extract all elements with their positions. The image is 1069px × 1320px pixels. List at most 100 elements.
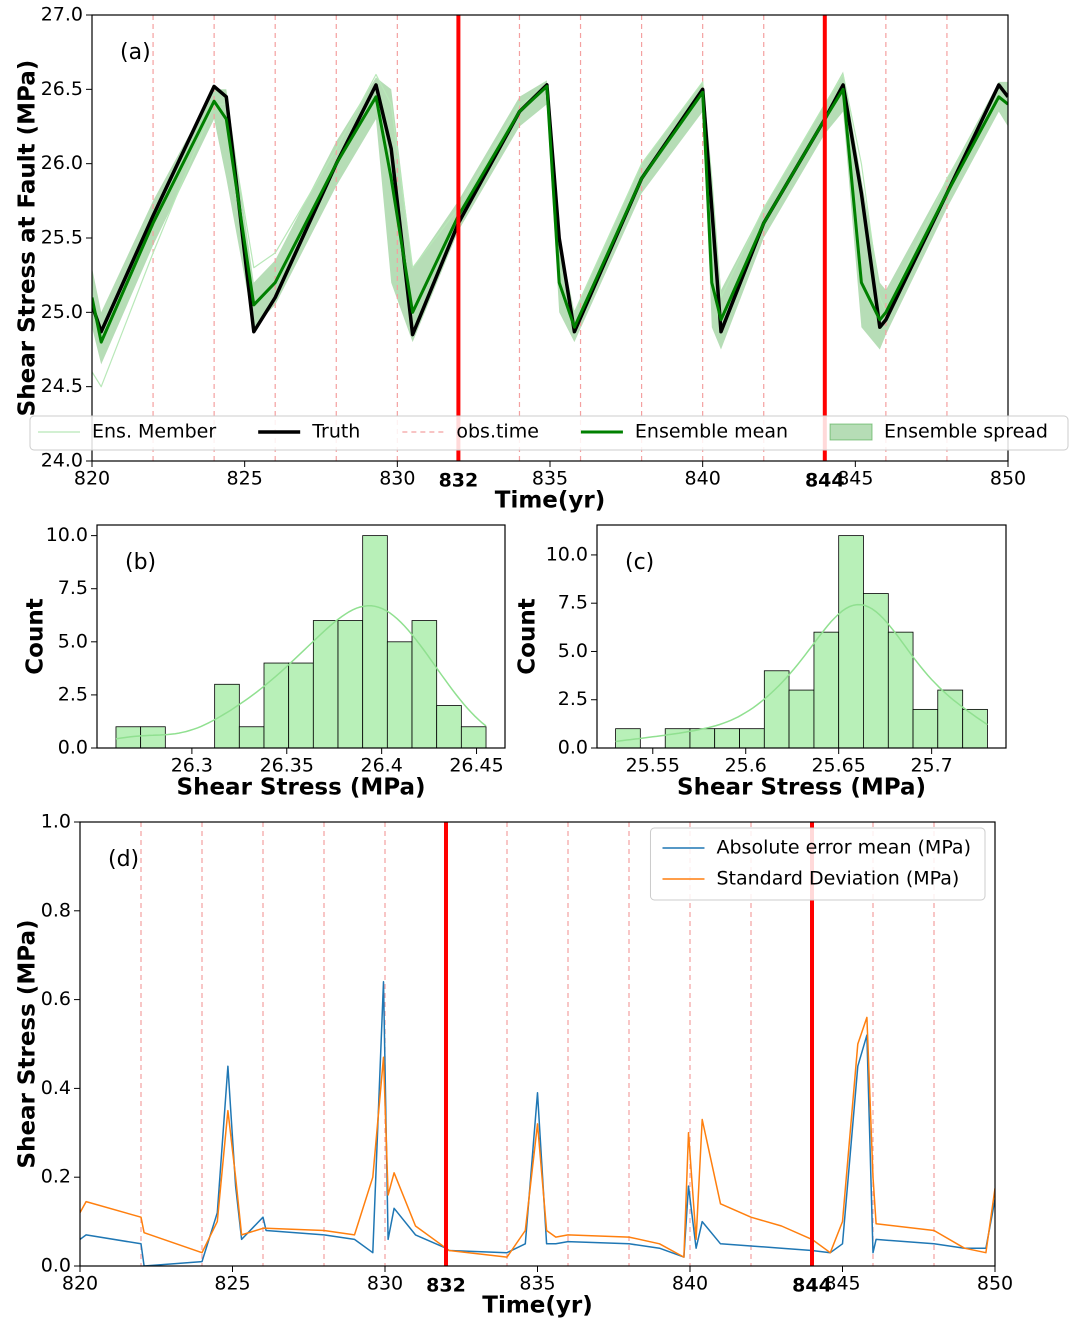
x-axis-label: Shear Stress (MPa): [177, 775, 426, 801]
panel-label: (c): [625, 550, 654, 575]
x-tick-label: 26.35: [260, 755, 314, 777]
x-tick-label: 830: [367, 1273, 403, 1295]
bar: [937, 689, 964, 748]
y-tick-label: 10.0: [546, 543, 588, 565]
bar: [140, 726, 166, 748]
series-line: [92, 83, 1008, 337]
bar: [238, 726, 265, 748]
y-tick-label: 0.0: [558, 737, 588, 759]
bar: [962, 708, 988, 748]
y-tick-label: 0.0: [58, 737, 88, 759]
assim-tick-label: 832: [439, 470, 479, 492]
y-tick-label: 27.0: [41, 4, 83, 26]
legend-box: [29, 415, 1069, 451]
bar: [337, 620, 364, 748]
y-tick-label: 5.0: [558, 640, 588, 662]
bar: [689, 728, 716, 748]
x-tick-label: 25.65: [811, 755, 865, 777]
y-tick-label: 2.5: [558, 688, 588, 710]
legend: Absolute error mean (MPa) Standard Deviat…: [649, 827, 986, 901]
x-tick-label: 825: [214, 1273, 250, 1295]
x-axis-label: Time(yr): [482, 1293, 593, 1319]
x-tick-label: 835: [532, 468, 568, 490]
x-tick-label: 850: [990, 468, 1026, 490]
y-tick-label: 1.0: [41, 811, 71, 833]
y-tick-label: 2.5: [58, 683, 88, 705]
x-tick-label: 820: [62, 1273, 98, 1295]
legend-label: Absolute error mean (MPa): [716, 837, 971, 859]
axes-frame: [96, 524, 506, 749]
y-tick-label: 26.0: [41, 152, 83, 174]
bar: [386, 641, 413, 748]
bar: [288, 662, 314, 748]
legend-label: Standard Deviation (MPa): [716, 868, 959, 890]
series-line: [92, 84, 1008, 344]
y-axis-label: Shear Stress (MPa): [15, 920, 41, 1169]
y-tick-label: 0.4: [41, 1077, 71, 1099]
bar: [714, 728, 740, 748]
x-tick-label: 25.55: [626, 755, 680, 777]
x-tick-label: 26.3: [171, 755, 213, 777]
legend-label: Ensemble mean: [635, 421, 788, 443]
bar: [813, 631, 840, 748]
y-tick-label: 0.0: [41, 1255, 71, 1277]
y-axis-label: Count: [23, 598, 49, 674]
y-tick-label: 25.0: [41, 301, 83, 323]
bar: [460, 726, 487, 748]
bar: [863, 593, 889, 748]
plot-area: [115, 535, 487, 748]
y-tick-label: 0.2: [41, 1166, 71, 1188]
x-tick-label: 840: [685, 468, 721, 490]
panel-label: (a): [120, 40, 151, 65]
bar: [788, 689, 815, 748]
assim-tick-label: 844: [805, 470, 845, 492]
x-tick-label: 850: [977, 1273, 1013, 1295]
x-tick-label: 845: [837, 468, 873, 490]
legend-box: [649, 827, 986, 901]
x-tick-label: 840: [672, 1273, 708, 1295]
legend-swatch: [829, 423, 873, 441]
x-tick-label: 26.45: [449, 755, 503, 777]
panel-label: (d): [108, 847, 139, 872]
x-tick-label: 825: [227, 468, 263, 490]
bar: [838, 535, 864, 748]
series-line: [80, 1016, 995, 1258]
bar: [912, 708, 939, 748]
y-tick-label: 10.0: [46, 524, 88, 546]
axes-frame: [596, 524, 1007, 749]
legend-label: obs.time: [456, 421, 539, 443]
x-tick-label: 25.6: [725, 755, 767, 777]
x-tick-label: 835: [519, 1273, 555, 1295]
legend-label: Ens. Member: [92, 421, 216, 443]
kde-curve: [115, 605, 487, 740]
plot-area: [615, 535, 988, 748]
assim-tick-label: 832: [426, 1275, 466, 1297]
panel-label: (b): [125, 550, 156, 575]
bar: [411, 620, 438, 748]
kde-curve: [615, 603, 988, 743]
y-tick-label: 24.5: [41, 375, 83, 397]
legend: Ens. Member Truth obs.time Ensemble mean Ens…: [29, 415, 1069, 451]
legend-label: Truth: [311, 421, 360, 443]
x-tick-label: 820: [74, 468, 110, 490]
y-tick-label: 7.5: [58, 577, 88, 599]
bar: [763, 670, 790, 748]
bar: [739, 728, 765, 748]
bar: [312, 620, 339, 748]
bar: [362, 535, 388, 748]
x-tick-label: 25.7: [910, 755, 952, 777]
x-tick-label: 830: [379, 468, 415, 490]
x-tick-label: 845: [824, 1273, 860, 1295]
y-tick-label: 24.0: [41, 450, 83, 472]
y-tick-label: 5.0: [58, 630, 88, 652]
assim-tick-label: 844: [792, 1275, 832, 1297]
y-axis-label: Count: [515, 598, 541, 674]
x-tick-label: 26.4: [360, 755, 402, 777]
x-axis-label: Shear Stress (MPa): [677, 775, 926, 801]
bar: [214, 683, 240, 748]
y-tick-label: 26.5: [41, 78, 83, 100]
y-tick-label: 0.6: [41, 988, 71, 1010]
y-tick-label: 0.8: [41, 899, 71, 921]
